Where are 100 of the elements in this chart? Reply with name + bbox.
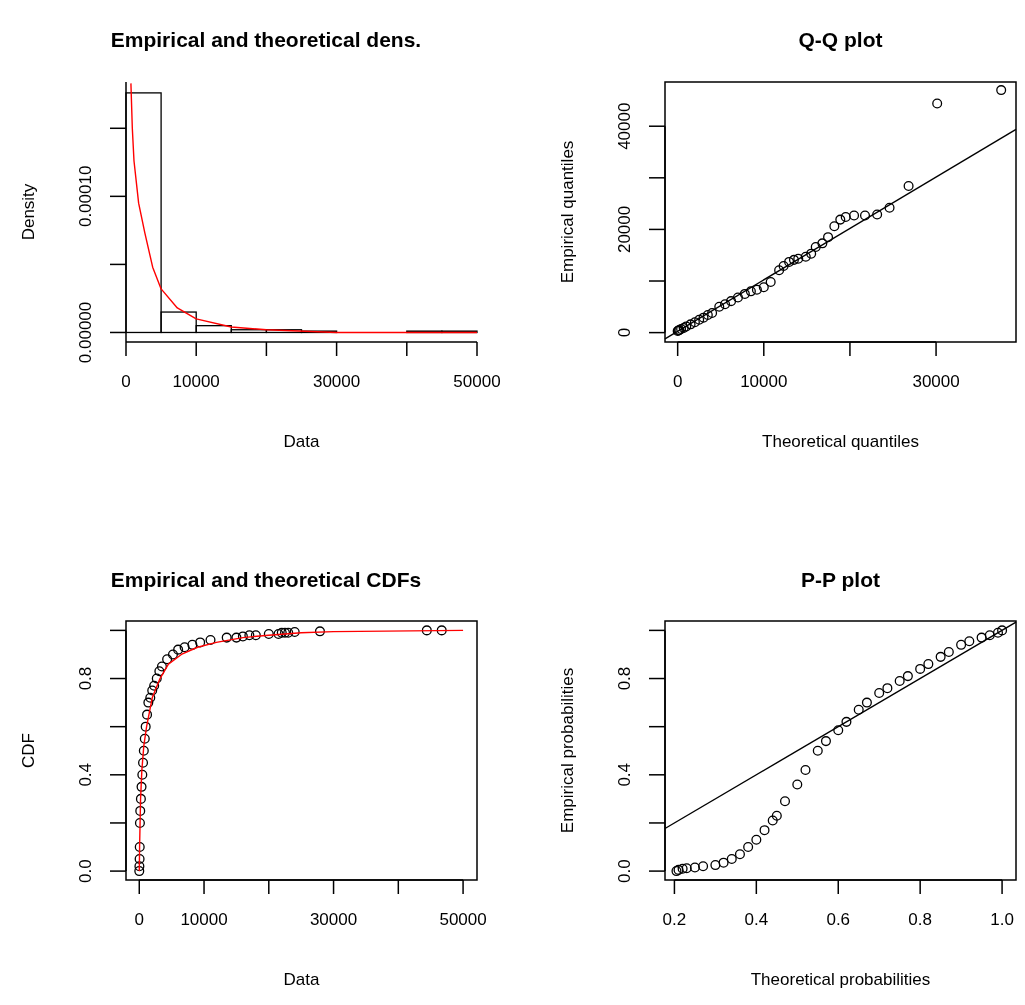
point: [751, 284, 762, 295]
y-axis-title: Density: [19, 183, 38, 241]
point: [140, 721, 151, 732]
point: [138, 745, 149, 756]
point: [205, 635, 216, 646]
point: [984, 630, 995, 641]
point: [151, 673, 162, 684]
point: [134, 817, 145, 828]
x-tick-label: 0.8: [908, 910, 932, 929]
point: [943, 647, 954, 658]
point: [833, 725, 844, 736]
x-tick-label: 10000: [172, 372, 220, 391]
point: [823, 232, 834, 243]
point: [195, 637, 206, 648]
point: [283, 627, 294, 638]
point: [792, 779, 803, 790]
point: [759, 825, 770, 836]
x-tick-label: 0: [121, 372, 131, 391]
point: [137, 769, 148, 780]
chart-title: P-P plot: [801, 568, 880, 591]
y-tick-label: 0.00000: [76, 301, 95, 364]
point: [134, 854, 145, 865]
point: [800, 764, 811, 776]
point: [840, 212, 851, 223]
point: [135, 805, 146, 816]
point: [996, 85, 1007, 96]
x-tick-label: 50000: [453, 372, 501, 391]
x-tick-label: 0.2: [662, 910, 687, 929]
x-tick-label: 0.6: [826, 910, 851, 929]
point: [314, 626, 325, 637]
point: [436, 625, 447, 636]
point: [237, 631, 248, 642]
point: [718, 857, 729, 868]
point: [147, 685, 158, 696]
point: [992, 627, 1003, 638]
point: [263, 628, 274, 640]
point: [884, 202, 895, 213]
point: [187, 639, 198, 650]
point: [694, 314, 705, 325]
point: [882, 683, 893, 694]
x-tick-label: 30000: [309, 910, 358, 929]
y-axis-title: Empirical quantiles: [558, 140, 577, 284]
point: [829, 221, 840, 232]
point: [997, 625, 1008, 636]
y-tick-label: 20000: [615, 205, 634, 254]
x-tick-label: 10000: [180, 910, 228, 929]
point: [135, 793, 146, 804]
x-axis-title: Theoretical probabilities: [750, 970, 931, 989]
point: [138, 757, 149, 768]
point: [702, 310, 713, 321]
point: [743, 842, 754, 853]
point: [784, 256, 795, 267]
point: [964, 636, 975, 647]
x-tick-label: 0.4: [744, 910, 769, 929]
point: [902, 671, 913, 682]
point: [853, 704, 864, 715]
point: [732, 292, 743, 303]
point: [289, 627, 300, 638]
point: [685, 319, 696, 330]
point: [134, 861, 145, 872]
point: [841, 716, 852, 727]
point: [745, 286, 756, 297]
point: [734, 849, 745, 860]
line-series: [130, 82, 478, 334]
point: [726, 296, 737, 307]
point: [820, 736, 831, 747]
y-tick-label: 0.0: [615, 859, 634, 883]
point: [915, 663, 926, 674]
point: [707, 307, 718, 319]
point: [903, 181, 914, 192]
point: [810, 241, 821, 252]
point: [677, 863, 688, 874]
y-tick-label: 40000: [615, 102, 634, 150]
point: [720, 299, 731, 310]
x-tick-label: 0: [134, 910, 145, 929]
point: [134, 842, 145, 853]
point: [681, 863, 692, 874]
x-axis-title: Data: [283, 432, 320, 451]
y-tick-label: 0.4: [615, 762, 634, 787]
y-tick-label: 0: [615, 327, 634, 338]
point: [154, 666, 165, 677]
point: [758, 282, 769, 293]
point: [835, 214, 846, 225]
x-axis-title: Data: [283, 970, 320, 989]
point: [714, 301, 725, 312]
point: [976, 632, 987, 643]
point: [698, 861, 709, 872]
point: [849, 210, 860, 221]
point: [859, 210, 871, 221]
point: [806, 248, 817, 259]
x-tick-label: 30000: [312, 372, 361, 391]
point: [698, 312, 709, 323]
x-tick-label: 0: [672, 372, 683, 391]
x-axis-title: Theoretical quantiles: [762, 432, 919, 451]
point: [149, 680, 160, 691]
x-tick-label: 50000: [439, 910, 487, 929]
point: [173, 644, 184, 655]
point: [778, 261, 789, 272]
point: [279, 627, 291, 638]
y-tick-label: 0.0: [76, 859, 95, 883]
